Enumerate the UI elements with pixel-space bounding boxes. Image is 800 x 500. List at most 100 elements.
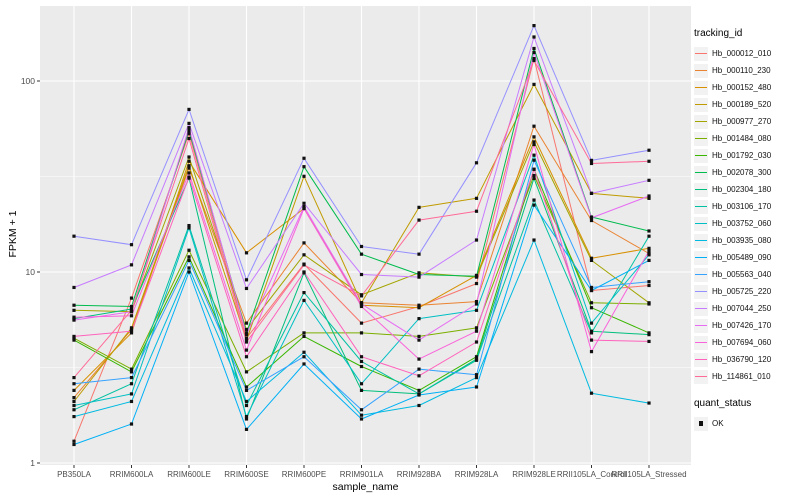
data-point	[589, 331, 594, 335]
data-point	[244, 251, 249, 255]
data-point	[417, 334, 421, 339]
data-point	[359, 382, 364, 386]
data-point	[647, 148, 651, 152]
data-point	[244, 333, 249, 337]
legend-item-Hb_001484_080: Hb_001484_080	[694, 130, 800, 147]
data-point	[359, 355, 364, 359]
legend-line-icon	[695, 239, 707, 242]
data-point	[474, 373, 479, 377]
legend-item-label: Hb_000012_010	[712, 49, 772, 58]
legend-item-Hb_002304_180: Hb_002304_180	[694, 181, 800, 198]
data-point	[532, 176, 536, 181]
legend-key-swatch	[694, 250, 708, 265]
legend-line-icon	[695, 273, 707, 276]
legend-item-label: Hb_000189_520	[712, 100, 772, 109]
y-tick-label: 10	[26, 267, 36, 277]
legend-item-label: Hb_000977_270	[712, 117, 772, 126]
data-point	[302, 165, 306, 169]
data-point	[187, 107, 191, 112]
legend-key-swatch	[694, 301, 708, 316]
data-point	[302, 201, 306, 205]
legend-key-swatch	[694, 80, 708, 95]
x-tick-label: RRIM928LE	[512, 470, 556, 479]
legend-item-label: Hb_003752_060	[712, 219, 772, 228]
data-point	[647, 229, 651, 233]
data-point	[589, 288, 594, 293]
data-point	[359, 388, 364, 392]
data-point	[589, 256, 594, 260]
legend-item-Hb_001792_030: Hb_001792_030	[694, 147, 800, 164]
data-point	[532, 167, 536, 171]
data-point	[359, 359, 364, 364]
data-point	[532, 158, 536, 162]
data-point	[532, 135, 536, 139]
data-point	[417, 306, 421, 310]
data-point	[302, 334, 306, 339]
data-point	[302, 206, 306, 211]
legend-item-Hb_036790_120: Hb_036790_120	[694, 351, 800, 368]
legend-key-swatch	[694, 199, 708, 214]
data-point	[72, 403, 76, 408]
data-point	[474, 340, 479, 344]
legend-item-Hb_000012_010: Hb_000012_010	[694, 45, 800, 62]
data-point	[72, 395, 76, 400]
data-point	[417, 205, 421, 209]
data-point	[359, 302, 364, 306]
data-point	[589, 321, 594, 325]
data-point	[187, 171, 191, 175]
legend-key-swatch	[694, 46, 708, 61]
data-point	[589, 306, 594, 310]
data-point	[359, 331, 364, 335]
legend-item-label: Hb_005489_090	[712, 253, 772, 262]
panel-background	[40, 6, 691, 465]
legend-item-label: OK	[712, 419, 724, 428]
data-point	[359, 272, 364, 277]
legend-item-label: Hb_002304_180	[712, 185, 772, 194]
data-point	[647, 196, 651, 200]
y-tick-label: 1	[30, 458, 35, 468]
data-point	[532, 198, 536, 202]
legend-item-Hb_002078_300: Hb_002078_300	[694, 164, 800, 181]
legend-shape-items: OK	[694, 415, 800, 432]
data-point	[72, 399, 76, 404]
data-point	[187, 128, 191, 133]
x-tick-label: RRIM901LA	[340, 470, 384, 479]
legend-line-icon	[695, 86, 707, 89]
data-point	[187, 248, 191, 252]
x-tick-label: RRIM600SE	[224, 470, 268, 479]
legend-line-icon	[695, 222, 707, 225]
data-point	[589, 158, 594, 162]
data-point	[647, 234, 651, 238]
legend-item-label: Hb_000110_230	[712, 66, 771, 75]
legend-item-Hb_000110_230: Hb_000110_230	[694, 62, 800, 79]
data-point	[532, 238, 536, 242]
data-point	[244, 278, 249, 282]
data-point	[417, 367, 421, 371]
legend-line-icon	[695, 290, 707, 293]
data-point	[417, 271, 421, 275]
legend-line-icon	[695, 188, 707, 191]
x-axis-title: sample_name	[332, 481, 399, 493]
data-point	[72, 303, 76, 307]
data-point	[647, 302, 651, 306]
legend-item-Hb_003935_080: Hb_003935_080	[694, 232, 800, 249]
data-point	[647, 401, 651, 405]
data-point	[359, 252, 364, 256]
data-point	[187, 223, 191, 228]
data-point	[302, 174, 306, 178]
data-point	[302, 362, 306, 366]
legend-item-Hb_003752_060: Hb_003752_060	[694, 215, 800, 232]
data-point	[474, 358, 479, 362]
legend-color-items: Hb_000012_010 Hb_000110_230 Hb_000152_480 H…	[694, 45, 800, 385]
data-point	[474, 209, 479, 213]
data-point	[187, 159, 191, 163]
data-point	[187, 136, 191, 141]
black-square-point-icon	[698, 421, 704, 426]
legend-item-Hb_114861_010: Hb_114861_010	[694, 368, 800, 385]
legend-item-label: Hb_007694_060	[712, 338, 772, 347]
legend-item-Hb_007044_250: Hb_007044_250	[694, 300, 800, 317]
legend-line-icon	[695, 69, 707, 72]
data-point	[532, 140, 536, 144]
